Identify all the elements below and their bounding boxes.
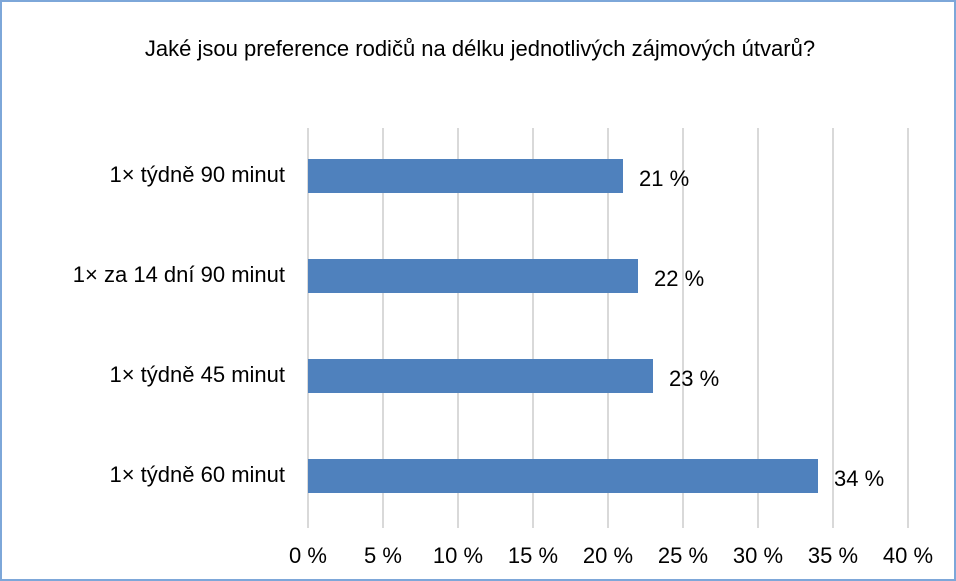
bar <box>308 259 638 293</box>
y-tick-label: 1× týdně 60 minut <box>109 462 285 487</box>
x-tick-label: 35 % <box>808 543 858 568</box>
value-label: 21 % <box>639 166 689 191</box>
value-label: 22 % <box>654 266 704 291</box>
y-tick-label: 1× za 14 dní 90 minut <box>73 262 285 287</box>
x-tick-label: 25 % <box>658 543 708 568</box>
x-tick-label: 20 % <box>583 543 633 568</box>
x-tick-label: 0 % <box>289 543 327 568</box>
x-tick-label: 30 % <box>733 543 783 568</box>
bar <box>308 159 623 193</box>
value-label: 23 % <box>669 366 719 391</box>
x-tick-label: 15 % <box>508 543 558 568</box>
y-tick-label: 1× týdně 45 minut <box>109 362 285 387</box>
x-tick-label: 10 % <box>433 543 483 568</box>
bar <box>308 359 653 393</box>
x-tick-label: 40 % <box>883 543 933 568</box>
value-label: 34 % <box>834 466 884 491</box>
chart-title: Jaké jsou preference rodičů na délku jed… <box>144 36 816 61</box>
y-tick-label: 1× týdně 90 minut <box>109 162 285 187</box>
x-tick-label: 5 % <box>364 543 402 568</box>
bar <box>308 459 818 493</box>
